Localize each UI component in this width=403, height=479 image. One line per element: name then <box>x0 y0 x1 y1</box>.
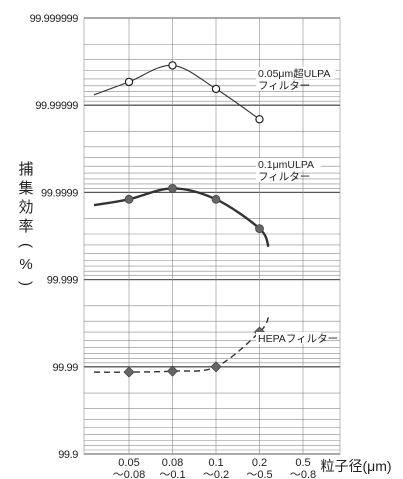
series-label: 0.05μm超ULPA <box>258 67 330 80</box>
series-label: 0.1μmULPA <box>258 159 314 171</box>
y-axis-label-char: 効 <box>18 199 34 216</box>
data-point <box>211 84 221 94</box>
data-point <box>255 115 264 124</box>
y-tick-label: 99.9999 <box>41 187 78 199</box>
data-point <box>123 366 135 378</box>
y-axis-label-char: 集 <box>18 180 34 197</box>
y-tick-label: 99.99999 <box>35 100 78 112</box>
data-point <box>124 194 134 204</box>
y-axis-label-char: ( <box>17 243 35 248</box>
x-tick-sublabel: ～0.1 <box>159 469 185 479</box>
data-point <box>168 61 177 70</box>
x-tick-label: 0.05 <box>118 457 139 469</box>
series-label: フィルター <box>258 80 310 92</box>
y-axis-label-char: 率 <box>18 218 34 235</box>
series-label-bg <box>256 158 321 170</box>
y-axis-label-char: ) <box>17 281 35 286</box>
series-label-bg <box>256 67 336 79</box>
series-label: HEPAフィルター <box>258 333 338 345</box>
y-axis-label-char: 捕 <box>18 161 34 178</box>
x-tick-sublabel: ～0.8 <box>290 469 316 479</box>
x-axis-label: 粒子径(μm) <box>320 458 391 474</box>
series-label-bg <box>256 79 292 91</box>
series-label-bg <box>256 170 292 182</box>
series-line <box>93 187 270 248</box>
x-tick-label: 0.1 <box>208 457 223 469</box>
data-point <box>210 361 222 373</box>
series-line <box>93 316 270 373</box>
x-tick-label: 0.5 <box>295 457 310 469</box>
y-axis-label-char: % <box>19 256 33 273</box>
y-axis-label: 捕 集 効 率 ( % ) <box>14 160 38 293</box>
x-tick-sublabel: ～0.2 <box>203 469 229 479</box>
data-point <box>166 365 179 377</box>
data-point <box>168 183 177 193</box>
y-tick-label: 99.999 <box>47 275 79 287</box>
data-point <box>211 194 221 204</box>
x-tick-sublabel: ～0.5 <box>246 469 272 479</box>
series-label-bg <box>256 332 321 344</box>
y-tick-label: 99.999999 <box>30 13 79 25</box>
series-line <box>93 64 260 120</box>
x-tick-label: 0.2 <box>252 457 267 469</box>
series-label: フィルター <box>258 171 310 183</box>
data-point <box>124 77 134 87</box>
x-tick-sublabel: ～0.08 <box>113 469 145 479</box>
y-tick-label: 99.99 <box>52 362 78 374</box>
x-tick-label: 0.08 <box>162 457 183 469</box>
data-point <box>255 224 264 234</box>
y-tick-label: 99.9 <box>58 449 78 461</box>
